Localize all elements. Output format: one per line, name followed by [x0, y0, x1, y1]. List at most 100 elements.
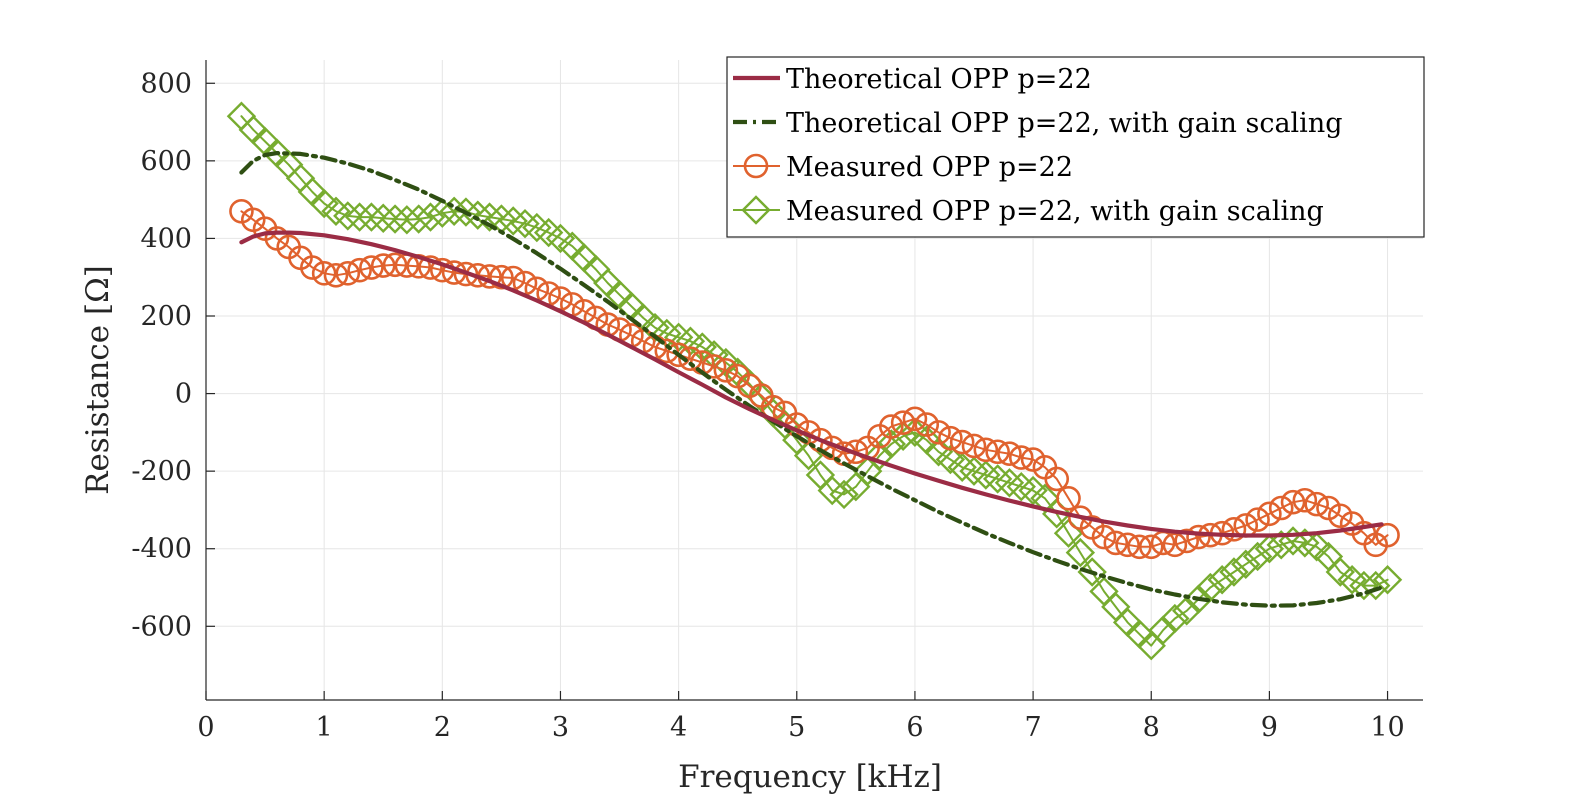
- data-point-diamond: [1077, 557, 1107, 587]
- y-axis-label: Resistance [Ω]: [80, 265, 116, 495]
- data-point-diamond: [1361, 570, 1391, 601]
- data-point-diamond: [1349, 570, 1379, 601]
- data-point-diamond: [1065, 537, 1096, 568]
- data-point-diamond: [427, 198, 458, 228]
- data-point-circle: [1044, 466, 1070, 492]
- data-point-circle: [713, 358, 739, 383]
- legend-swatch-marker: [743, 153, 769, 179]
- data-point-circle: [1375, 522, 1400, 548]
- data-point-circle: [926, 420, 951, 445]
- data-point-diamond: [463, 200, 493, 230]
- data-point-circle: [938, 425, 963, 451]
- data-point-circle: [1008, 445, 1034, 470]
- data-point-diamond: [900, 417, 930, 448]
- data-point-diamond: [333, 201, 363, 231]
- data-point-circle: [985, 439, 1010, 465]
- data-point-circle: [1127, 534, 1152, 560]
- data-point-diamond: [1231, 549, 1261, 579]
- data-point-diamond: [1242, 541, 1273, 572]
- data-point-circle: [418, 255, 443, 280]
- data-point-diamond: [498, 206, 528, 236]
- x-tick-label: 2: [434, 712, 451, 743]
- data-point-diamond: [1254, 534, 1285, 564]
- data-point-circle: [453, 261, 479, 287]
- legend-entry-measured-gain: Measured OPP p=22, with gain scaling: [786, 196, 1324, 227]
- data-point-diamond: [474, 202, 505, 232]
- x-tick-label: 1: [316, 712, 333, 743]
- data-point-circle: [1304, 491, 1329, 517]
- data-point-diamond: [1325, 557, 1355, 587]
- data-point-circle: [654, 338, 680, 364]
- data-point-diamond: [864, 440, 895, 471]
- data-point-circle: [902, 406, 928, 432]
- data-point-circle: [1292, 487, 1318, 513]
- data-point-circle: [347, 257, 372, 283]
- data-point-circle: [1056, 486, 1081, 511]
- data-point-diamond: [1195, 572, 1226, 603]
- series-2: [229, 198, 1400, 560]
- x-tick-label: 6: [906, 712, 923, 743]
- data-point-diamond: [1207, 565, 1237, 595]
- y-tick-label: 400: [140, 223, 192, 254]
- data-point-diamond: [356, 202, 387, 232]
- legend: Theoretical OPP p=22 Theoretical OPP p=2…: [726, 56, 1425, 238]
- data-point-diamond: [1171, 596, 1202, 626]
- x-axis-label: Frequency [kHz]: [678, 759, 942, 795]
- y-tick-label: 600: [140, 146, 192, 177]
- data-point-circle: [1091, 524, 1117, 550]
- x-tick-label: 0: [197, 712, 214, 743]
- x-tick-label: 3: [552, 712, 569, 743]
- data-point-diamond: [876, 429, 906, 459]
- data-point-diamond: [829, 479, 859, 510]
- data-point-diamond: [1219, 557, 1249, 587]
- series-1: [239, 151, 1384, 608]
- data-point-diamond: [1160, 603, 1190, 634]
- axes: [205, 60, 1423, 701]
- data-point-circle: [666, 342, 691, 368]
- legend-entry-measured: Measured OPP p=22: [786, 152, 1073, 183]
- series-layer: [226, 101, 1403, 661]
- data-point-circle: [1245, 507, 1270, 532]
- data-point-circle: [997, 441, 1022, 466]
- legend-swatches: [733, 75, 780, 225]
- data-point-diamond: [415, 202, 446, 232]
- data-point-diamond: [1266, 530, 1296, 560]
- data-point-diamond: [380, 204, 410, 234]
- data-point-circle: [879, 414, 904, 439]
- data-point-diamond: [403, 204, 434, 234]
- data-point-circle: [678, 346, 703, 371]
- x-tick-label: 5: [788, 712, 805, 743]
- data-point-diamond: [1301, 532, 1332, 562]
- data-point-circle: [489, 264, 514, 290]
- data-point-diamond: [1372, 565, 1403, 595]
- y-tick-label: -400: [131, 534, 192, 565]
- x-tick-label: 10: [1370, 712, 1404, 743]
- data-point-diamond: [392, 205, 422, 235]
- x-tick-label: 8: [1143, 712, 1160, 743]
- series-3: [226, 101, 1403, 661]
- data-point-circle: [1268, 495, 1294, 521]
- data-point-circle: [1115, 532, 1140, 558]
- data-point-diamond: [1148, 615, 1178, 645]
- data-point-circle: [359, 255, 384, 280]
- legend-swatch-marker: [741, 195, 771, 225]
- data-point-circle: [300, 255, 325, 280]
- tick-labels: 0 1 2 3 4 5 6 7 8 9 10 -600 -400 -200 0 200 400 600 800: [131, 68, 1404, 743]
- series-line: [239, 230, 1384, 538]
- data-point-circle: [1221, 517, 1247, 542]
- data-point-diamond: [1018, 475, 1048, 506]
- data-point-circle: [465, 262, 491, 288]
- data-point-diamond: [935, 444, 966, 475]
- x-tick-label: 7: [1024, 712, 1041, 743]
- legend-box: [726, 56, 1425, 238]
- data-point-diamond: [1183, 584, 1214, 614]
- data-point-circle: [1138, 534, 1164, 560]
- data-point-circle: [973, 437, 999, 463]
- data-point-circle: [311, 261, 337, 286]
- data-point-circle: [949, 429, 975, 455]
- legend-entry-theoretical: Theoretical OPP p=22: [786, 64, 1092, 95]
- data-point-circle: [1174, 528, 1199, 554]
- y-tick-label: -600: [131, 611, 192, 642]
- data-point-circle: [961, 433, 987, 459]
